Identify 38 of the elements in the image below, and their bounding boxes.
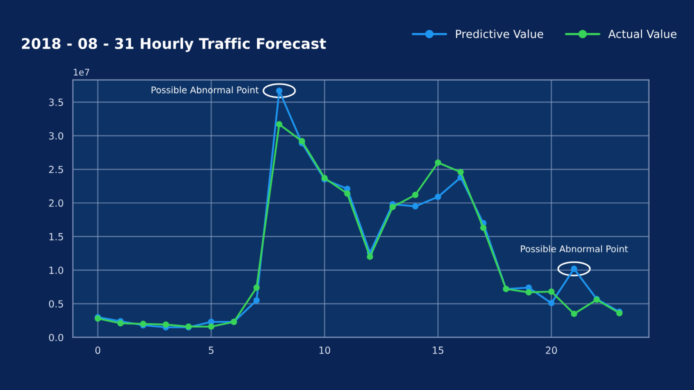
- point: [458, 168, 464, 176]
- y-tick-label: 0.5: [49, 300, 63, 308]
- point: [253, 284, 260, 291]
- point: [570, 310, 578, 317]
- text: 1e7: [74, 68, 90, 76]
- point: [434, 159, 442, 166]
- point: [412, 203, 418, 210]
- y-tick-label: 2.0: [49, 199, 64, 207]
- chart-title: 2018 - 08 - 31 Hourly Traffic Forecast: [22, 38, 326, 52]
- y-tick-label: 1.5: [49, 233, 63, 240]
- point: [208, 323, 214, 330]
- y-tick-label: 3.0: [49, 132, 64, 140]
- point: [526, 289, 532, 296]
- x-tick-label: 5: [208, 346, 214, 354]
- y-tick-label: 0.0: [49, 334, 64, 342]
- annotation: Possible Abnormal Point: [152, 86, 259, 94]
- y-tick-label: 3.5: [49, 98, 63, 106]
- point: [298, 138, 306, 144]
- point: [344, 190, 350, 197]
- point: [434, 194, 442, 200]
- x-tick-label: 0: [95, 346, 100, 354]
- point: [390, 204, 396, 210]
- annotation: Possible Abnormal Point: [520, 245, 628, 252]
- x-tick-label: 15: [432, 346, 444, 354]
- x-tick-label: 20: [546, 346, 557, 354]
- point: [548, 288, 554, 295]
- point: [162, 321, 169, 328]
- point: [366, 254, 374, 260]
- x-tick-label: 10: [319, 346, 330, 354]
- point: [276, 121, 282, 128]
- point: [412, 192, 418, 198]
- legend-label: Predictive Value: [456, 30, 544, 38]
- y-tick-label: 2.5: [49, 166, 63, 174]
- point: [480, 224, 486, 231]
- legend-label: Actual Value: [608, 30, 676, 38]
- point: [253, 297, 260, 304]
- point: [548, 300, 554, 306]
- y-tick-label: 1.0: [49, 266, 64, 274]
